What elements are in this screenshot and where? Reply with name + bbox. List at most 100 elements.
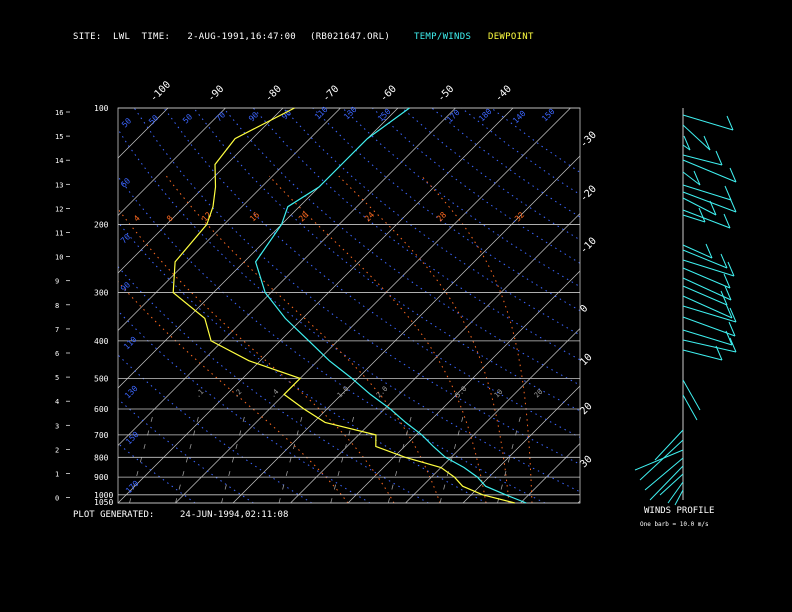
height-tick-label: 9 <box>55 278 59 286</box>
mixing-ratio-label: 1.0 <box>336 385 351 400</box>
plot-area <box>0 108 580 503</box>
height-tick-label: 0 <box>55 495 59 503</box>
pressure-tick-label: 300 <box>94 289 109 298</box>
dry-adiabat <box>163 108 580 438</box>
isotherm-line <box>462 385 580 503</box>
mixing-ratio-line <box>439 408 466 503</box>
mixing-ratio-line <box>221 408 247 503</box>
mixing-ratio-line <box>129 408 155 503</box>
wind-barb <box>682 171 701 186</box>
file-name: (RB021647.ORL) <box>310 32 391 42</box>
isotherm-line <box>0 108 53 503</box>
height-tick-label: 7 <box>55 326 59 334</box>
isotherm-line <box>118 108 341 331</box>
dry-adiabat-label: 170 <box>124 479 141 496</box>
temp-top-label: -90 <box>206 84 227 105</box>
pressure-tick-label: 500 <box>94 374 109 383</box>
wind-barb <box>682 379 701 411</box>
mixing-ratio-line <box>330 408 357 503</box>
dry-adiabat-label: 70 <box>119 232 132 245</box>
pressure-tick-label: 100 <box>94 104 109 113</box>
wind-barb-flag <box>720 253 728 269</box>
pressure-tick-label: 200 <box>94 220 109 229</box>
wind-barb <box>634 449 684 471</box>
dry-adiabat <box>118 221 487 503</box>
isotherm-line <box>118 108 284 274</box>
dry-adiabat <box>401 108 580 241</box>
dewpoint-profile <box>172 107 515 504</box>
temp-right-label: -20 <box>578 184 599 205</box>
theta-label: 28 <box>435 210 448 223</box>
dry-adiabat-label: 140 <box>511 109 528 126</box>
temp-top-label: -100 <box>148 79 173 104</box>
wind-barb <box>682 114 734 131</box>
wind-barb <box>682 285 728 306</box>
height-tick-label: 13 <box>55 181 63 189</box>
wind-barb <box>649 465 684 501</box>
wind-barb <box>682 339 737 353</box>
temp-top-label: -40 <box>493 84 514 105</box>
dry-adiabat <box>118 265 429 503</box>
wind-barb <box>682 154 723 166</box>
height-tick-label: 15 <box>55 133 63 141</box>
legend-dewpoint: DEWPOINT <box>488 32 534 42</box>
isotherm-line <box>290 213 580 503</box>
wind-barb-flag <box>729 167 737 183</box>
wind-barb <box>682 349 723 361</box>
wind-barb-flag <box>724 285 732 301</box>
mixing-ratio-label: 5.0 <box>454 385 469 400</box>
wind-barb <box>682 329 733 346</box>
wind-barb <box>682 214 706 223</box>
mixing-ratio-label: .4 <box>269 388 281 400</box>
dry-adiabat-label: 50 <box>120 116 133 129</box>
footer-value: 24-JUN-1994,02:11:08 <box>180 510 289 520</box>
wind-barb <box>682 184 732 201</box>
wind-barb <box>682 244 713 259</box>
wind-barb-flag <box>715 345 723 361</box>
wind-barb-flag <box>728 321 736 337</box>
wind-barb <box>682 305 737 323</box>
legend-temp: TEMP/WINDS <box>414 32 472 42</box>
wind-barb-flag <box>723 213 731 229</box>
wind-barb-flag <box>725 330 733 346</box>
site-value: LWL <box>113 32 131 42</box>
theta-label: 24 <box>363 210 376 223</box>
height-tick-label: 12 <box>55 205 63 213</box>
winds-profile-title: WINDS PROFILE <box>644 506 715 516</box>
moist-adiabat <box>421 175 533 503</box>
height-tick-label: 5 <box>55 374 59 382</box>
pressure-tick-label: 1000 <box>94 491 113 500</box>
isotherm-line <box>577 500 580 503</box>
wind-barb-flag <box>709 200 717 216</box>
wind-barb <box>639 439 684 481</box>
footer-label: PLOT GENERATED: <box>73 510 155 520</box>
wind-barb-flag <box>729 307 737 323</box>
wind-barb-flag <box>715 150 723 166</box>
mixing-ratio-line <box>387 408 414 503</box>
dry-adiabat <box>282 108 580 336</box>
dry-adiabat-label: 180 <box>477 107 494 124</box>
moist-adiabat <box>118 208 395 503</box>
dry-adiabat <box>118 354 313 503</box>
height-tick-label: 4 <box>55 398 59 406</box>
moist-adiabat <box>338 175 510 503</box>
wind-barb-flag <box>725 303 733 319</box>
dry-adiabat <box>118 310 371 503</box>
isotherm-line <box>118 108 226 216</box>
wind-barb <box>674 489 684 506</box>
wind-barb <box>682 124 711 151</box>
header-site: SITE: LWL TIME: 2-AUG-1991,16:47:00 <box>73 32 296 42</box>
temp-top-label: -70 <box>321 84 342 105</box>
isotherm-line <box>520 443 580 503</box>
height-tick-label: 10 <box>55 254 63 262</box>
temp-right-label: 30 <box>578 454 594 470</box>
time-label: TIME: <box>141 32 171 42</box>
mixing-ratio-line <box>278 408 305 503</box>
height-tick-label: 6 <box>55 350 59 358</box>
mixing-ratio-label: 2.0 <box>375 385 390 400</box>
pressure-tick-label: 600 <box>94 405 109 414</box>
wind-barb <box>682 394 698 421</box>
height-tick-label: 16 <box>55 109 63 117</box>
wind-barb <box>682 144 691 151</box>
